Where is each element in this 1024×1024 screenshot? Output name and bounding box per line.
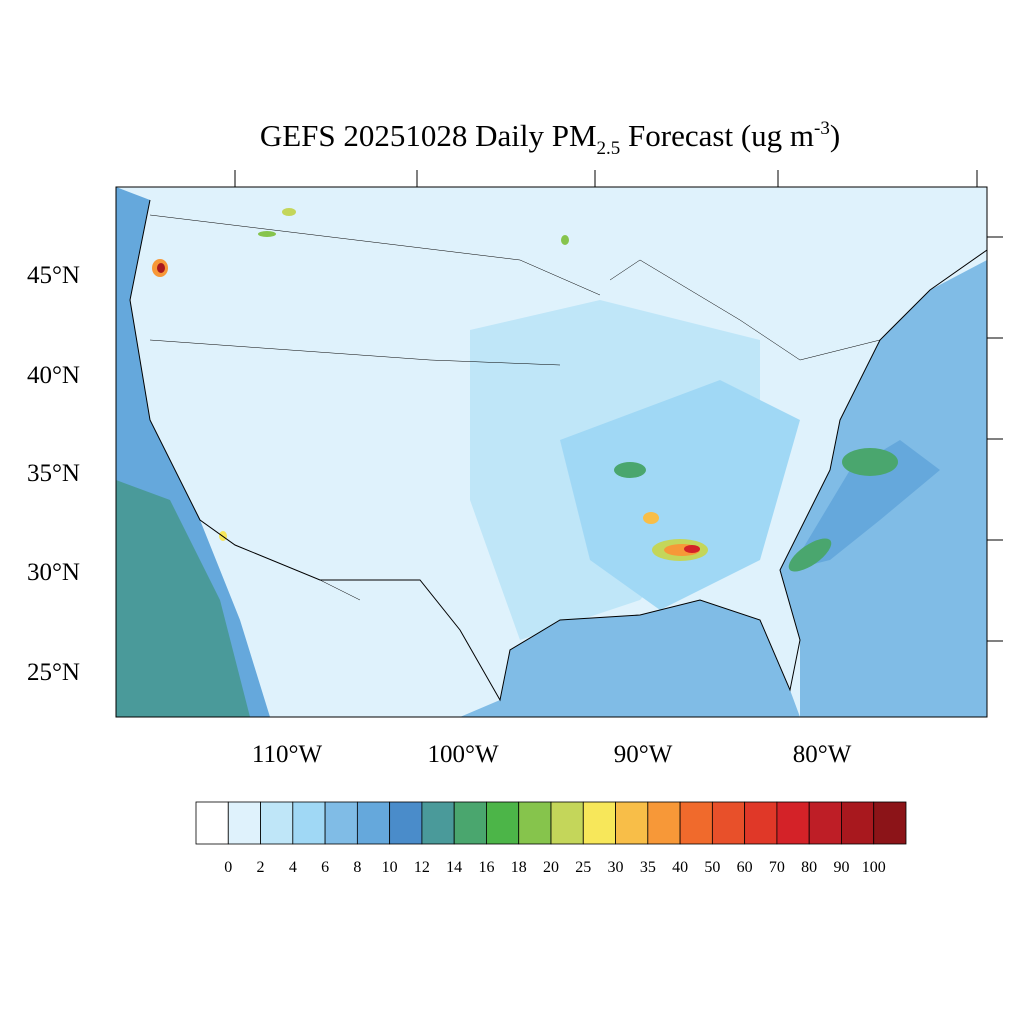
colorbar-label: 12 bbox=[414, 859, 430, 876]
colorbar-box bbox=[356, 801, 391, 845]
colorbar-box bbox=[324, 801, 358, 845]
colorbar-label: 80 bbox=[801, 859, 817, 876]
colorbar-box bbox=[873, 801, 907, 845]
colorbar-label: 0 bbox=[224, 859, 232, 876]
colorbar-label: 6 bbox=[321, 859, 329, 876]
colorbar-label: 30 bbox=[608, 859, 624, 876]
colorbar-label: 100 bbox=[862, 859, 886, 876]
colorbar-box bbox=[647, 801, 681, 845]
colorbar-label: 10 bbox=[382, 859, 398, 876]
colorbar-label: 14 bbox=[446, 859, 462, 876]
colorbar-label: 35 bbox=[640, 859, 656, 876]
colorbar-box bbox=[518, 801, 552, 845]
title-main: GEFS 20251028 Daily PM bbox=[260, 118, 597, 153]
colorbar-box bbox=[711, 801, 746, 845]
title: GEFS 20251028 Daily PM2.5 Forecast (ug m… bbox=[260, 118, 840, 159]
lon-label: 90°W bbox=[614, 741, 673, 768]
map-field bbox=[116, 187, 987, 717]
lat-label: 35°N bbox=[27, 460, 80, 487]
colorbar-box bbox=[453, 801, 487, 845]
colorbar-label: 2 bbox=[257, 859, 265, 876]
colorbar-label: 50 bbox=[704, 859, 720, 876]
colorbar-label: 20 bbox=[543, 859, 559, 876]
map-frame bbox=[115, 186, 988, 718]
title-rest: Forecast (ug m bbox=[620, 118, 814, 153]
colorbar-label: 40 bbox=[672, 859, 688, 876]
colorbar-box bbox=[292, 801, 326, 845]
colorbar-box bbox=[841, 801, 875, 845]
colorbar-label: 25 bbox=[575, 859, 591, 876]
title-sup: -3 bbox=[814, 118, 830, 139]
colorbar-label: 90 bbox=[833, 859, 849, 876]
colorbar-box bbox=[550, 801, 584, 845]
lon-label: 100°W bbox=[427, 741, 498, 768]
colorbar-box bbox=[195, 801, 229, 845]
map-ticks bbox=[234, 170, 1003, 642]
lat-label: 25°N bbox=[27, 659, 80, 686]
colorbar-box bbox=[744, 801, 778, 845]
lat-label: 45°N bbox=[27, 262, 80, 289]
lat-label: 40°N bbox=[27, 362, 80, 389]
title-sub: 2.5 bbox=[597, 138, 621, 159]
colorbar-label: 4 bbox=[289, 859, 297, 876]
colorbar-box bbox=[421, 801, 455, 845]
lat-label: 30°N bbox=[27, 559, 80, 586]
colorbar-box bbox=[615, 801, 649, 845]
colorbar-box bbox=[582, 801, 616, 845]
colorbar-box bbox=[260, 801, 294, 845]
colorbar-label: 60 bbox=[737, 859, 753, 876]
colorbar-box bbox=[808, 801, 842, 845]
title-end: ) bbox=[830, 118, 840, 153]
colorbar-label: 8 bbox=[353, 859, 361, 876]
colorbar-box bbox=[389, 801, 423, 845]
colorbar-box bbox=[486, 801, 520, 845]
colorbar-box bbox=[227, 801, 261, 845]
colorbar-label: 70 bbox=[769, 859, 785, 876]
lon-label: 80°W bbox=[793, 741, 852, 768]
colorbar-box bbox=[776, 801, 810, 845]
colorbar-label: 18 bbox=[511, 859, 527, 876]
lon-label: 110°W bbox=[252, 741, 323, 768]
colorbar-label: 16 bbox=[478, 859, 494, 876]
colorbar-box bbox=[679, 801, 713, 845]
